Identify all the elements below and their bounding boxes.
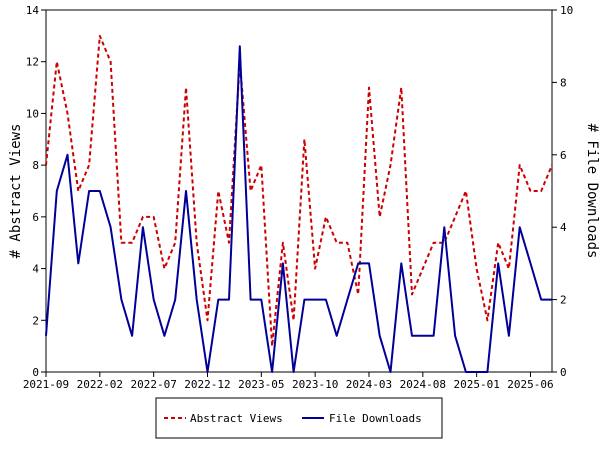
left-tick-label: 12 [26, 56, 39, 69]
legend: Abstract Views File Downloads [155, 397, 443, 439]
x-tick-label: 2022-02 [77, 378, 123, 391]
x-tick-label: 2023-05 [238, 378, 284, 391]
right-tick-label: 4 [560, 221, 567, 234]
left-tick-label: 10 [26, 107, 39, 120]
x-axis: 2021-09 2022-02 2022-07 2022-12 2023-05 2023-… [23, 372, 554, 391]
left-tick-label: 14 [26, 4, 40, 17]
legend-label-abstract-views: Abstract Views [190, 412, 283, 425]
right-axis: 0 2 4 6 8 10 [552, 4, 573, 379]
series-layer [45, 34, 553, 373]
legend-label-file-downloads: File Downloads [329, 412, 422, 425]
left-tick-label: 2 [32, 314, 39, 327]
right-tick-label: 10 [560, 4, 573, 17]
right-tick-label: 8 [560, 76, 567, 89]
right-axis-title: # File Downloads [584, 124, 600, 259]
left-axis-title: # Abstract Views [8, 124, 24, 259]
x-tick-label: 2021-09 [23, 378, 69, 391]
left-axis: 0 2 4 6 8 10 12 14 [26, 4, 46, 379]
x-tick-label: 2025-06 [507, 378, 553, 391]
x-tick-label: 2023-10 [292, 378, 338, 391]
plot-area [45, 9, 553, 373]
series-line-abstract-views [45, 34, 553, 348]
x-tick-label: 2022-12 [184, 378, 230, 391]
right-tick-label: 0 [560, 366, 567, 379]
x-tick-label: 2024-03 [346, 378, 392, 391]
legend-box [155, 397, 443, 439]
series-line-file-downloads [45, 45, 552, 373]
left-tick-label: 4 [32, 263, 39, 276]
left-tick-label: 6 [32, 211, 39, 224]
left-tick-label: 0 [32, 366, 39, 379]
x-tick-label: 2022-07 [130, 378, 176, 391]
x-tick-label: 2024-08 [400, 378, 446, 391]
left-tick-label: 8 [32, 159, 39, 172]
right-tick-label: 2 [560, 294, 567, 307]
right-tick-label: 6 [560, 149, 567, 162]
x-tick-label: 2025-01 [453, 378, 499, 391]
